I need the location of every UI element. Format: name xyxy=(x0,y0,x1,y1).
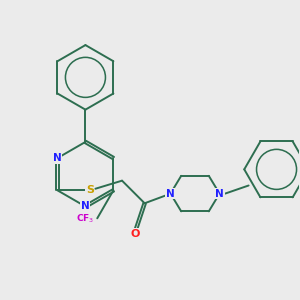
Text: N: N xyxy=(166,189,175,199)
Text: N: N xyxy=(215,189,224,199)
Text: N: N xyxy=(81,202,90,212)
Text: O: O xyxy=(130,229,140,239)
Text: S: S xyxy=(86,185,94,195)
Text: CF$_3$: CF$_3$ xyxy=(76,212,94,225)
Text: N: N xyxy=(53,153,62,163)
